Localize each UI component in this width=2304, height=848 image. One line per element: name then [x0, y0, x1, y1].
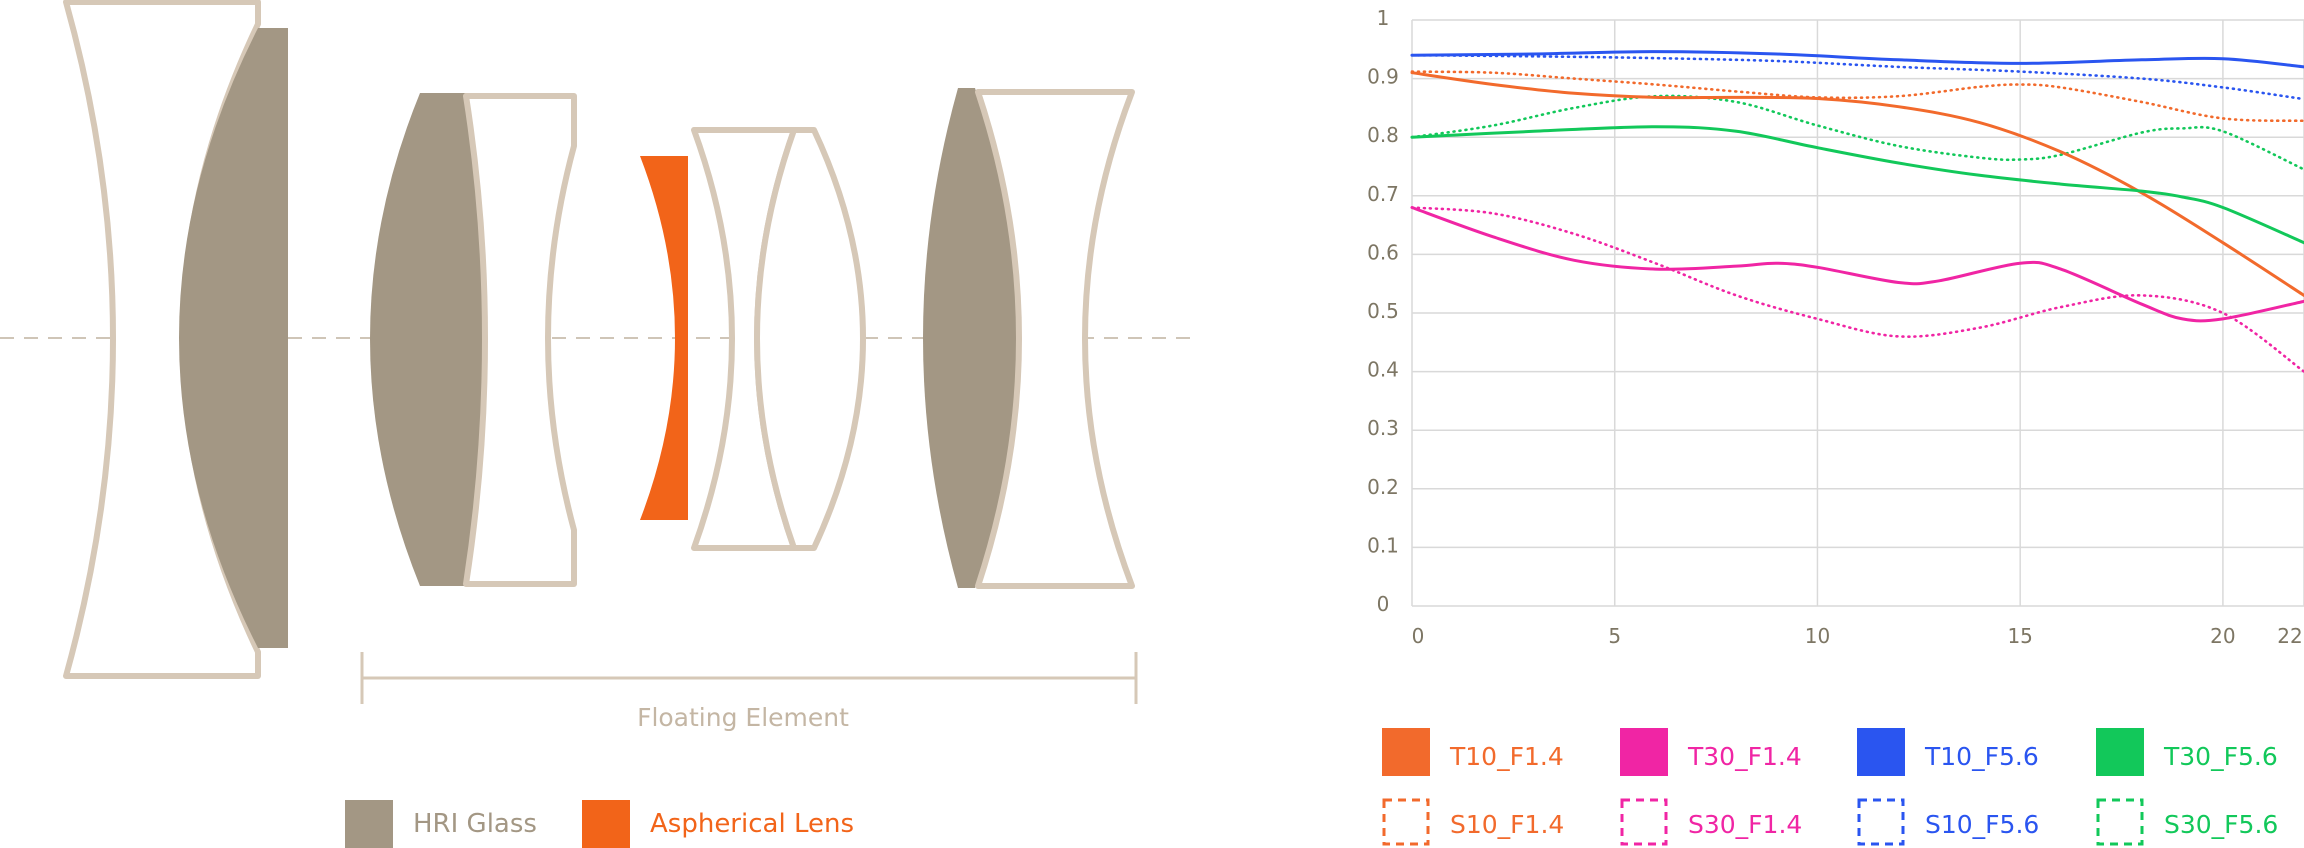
- chart-series-lines: [1410, 50, 2304, 373]
- x-tick-label-5: 5: [1608, 624, 1621, 648]
- legend-label-s30-f56: S30_F5.6: [2164, 810, 2278, 839]
- chart-legend: T10_F1.4 T30_F1.4 T10_F5.6 T30_F5.6 S10_…: [1382, 728, 2278, 846]
- legend-item-t10-f56[interactable]: T10_F5.6: [1857, 728, 2039, 776]
- lens-element-4-meniscus: [463, 93, 577, 587]
- legend-swatch-s30-f56: [2096, 798, 2144, 846]
- series-line-s10-f14: [1410, 70, 2304, 123]
- x-tick-label-20: 20: [2210, 624, 2235, 648]
- series-line-s30-f14: [1410, 206, 2304, 373]
- floating-element-bracket: [360, 652, 1138, 704]
- y-tick-label-0-3: 0.3: [1367, 416, 1399, 440]
- x-tick-label-10: 10: [1805, 624, 1830, 648]
- legend-swatch-t10-f14: [1382, 728, 1430, 776]
- legend-item-t10-f14[interactable]: T10_F1.4: [1382, 728, 1564, 776]
- y-tick-label-0-8: 0.8: [1367, 123, 1399, 147]
- series-line-s10-f56: [1410, 53, 2304, 101]
- legend-item-s10-f14[interactable]: S10_F1.4: [1382, 798, 1564, 846]
- lens-element-2-hri-glass: [179, 28, 288, 648]
- legend-item-s30-f56[interactable]: S30_F5.6: [2096, 798, 2278, 846]
- lens-element-9-concave: [975, 89, 1135, 589]
- series-line-t10-f56: [1410, 50, 2304, 69]
- y-tick-label-0-5: 0.5: [1367, 299, 1399, 323]
- lens-element-8-hri-glass: [923, 88, 1017, 588]
- lens-element-3-hri-glass: [370, 93, 485, 586]
- legend-label-s30-f14: S30_F1.4: [1688, 810, 1802, 839]
- legend-item-s30-f14[interactable]: S30_F1.4: [1620, 798, 1802, 846]
- aspherical-lens-legend-swatch: [582, 800, 630, 848]
- lens-element-5-aspherical[interactable]: [640, 156, 688, 520]
- hri-glass-legend-label: HRI Glass: [413, 809, 537, 839]
- legend-swatch-t30-f14: [1620, 728, 1668, 776]
- hri-glass-legend-swatch: [345, 800, 393, 848]
- y-axis-tick-labels: 0 0.1 0.2 0.3 0.4 0.5 0.6 0.7 0.8 0.9 1: [1367, 6, 1399, 616]
- y-tick-label-1: 1: [1377, 6, 1390, 30]
- legend-label-s10-f14: S10_F1.4: [1450, 810, 1564, 839]
- legend-swatch-s10-f56: [1857, 798, 1905, 846]
- legend-label-t30-f14: T30_F1.4: [1687, 742, 1802, 771]
- legend-label-t30-f56: T30_F5.6: [2163, 742, 2278, 771]
- y-tick-label-0-2: 0.2: [1367, 475, 1399, 499]
- legend-item-s10-f56[interactable]: S10_F5.6: [1857, 798, 2039, 846]
- series-line-t10-f14: [1410, 71, 2304, 297]
- legend-swatch-s10-f14: [1382, 798, 1430, 846]
- legend-label-s10-f56: S10_F5.6: [1925, 810, 2039, 839]
- mtf-chart: 0 0.1 0.2 0.3 0.4 0.5 0.6 0.7 0.8 0.9 1 0 5 10 15 20 22: [1367, 6, 2304, 648]
- legend-swatch-t10-f56: [1857, 728, 1905, 776]
- y-tick-label-0-9: 0.9: [1367, 65, 1399, 89]
- y-tick-label-0-1: 0.1: [1367, 533, 1399, 557]
- legend-swatch-t30-f56: [2096, 728, 2144, 776]
- y-tick-label-0: 0: [1377, 592, 1390, 616]
- y-tick-label-0-4: 0.4: [1367, 358, 1399, 382]
- series-line-t30-f56: [1410, 125, 2304, 245]
- x-tick-label-0: 0: [1412, 624, 1425, 648]
- legend-item-t30-f14[interactable]: T30_F1.4: [1620, 728, 1802, 776]
- y-tick-label-0-6: 0.6: [1367, 240, 1399, 264]
- legend-swatch-s30-f14: [1620, 798, 1668, 846]
- lens-construction-diagram: Floating Element HRI Glass Aspherical Le…: [0, 0, 1200, 848]
- aspherical-lens-legend-label: Aspherical Lens: [650, 809, 854, 839]
- lens-element-7-convex: [754, 127, 866, 551]
- x-tick-label-22: 22: [2277, 624, 2302, 648]
- series-line-s30-f56: [1410, 94, 2304, 171]
- floating-element-label: Floating Element: [637, 703, 849, 732]
- series-line-t30-f14: [1410, 206, 2304, 323]
- x-tick-label-15: 15: [2007, 624, 2032, 648]
- legend-label-t10-f56: T10_F5.6: [1924, 742, 2039, 771]
- y-tick-label-0-7: 0.7: [1367, 182, 1399, 206]
- legend-label-t10-f14: T10_F1.4: [1449, 742, 1564, 771]
- legend-item-t30-f56[interactable]: T30_F5.6: [2096, 728, 2278, 776]
- x-axis-tick-labels: 0 5 10 15 20 22: [1412, 624, 2303, 648]
